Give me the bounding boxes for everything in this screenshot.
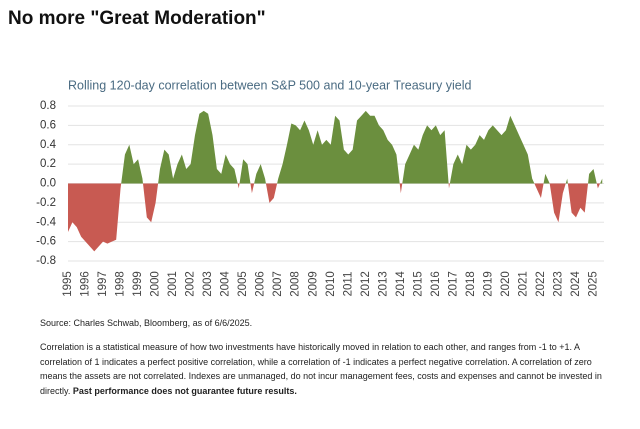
x-tick-label: 2000 [150,271,162,297]
note: Correlation is a statistical measure of … [40,340,612,398]
y-tick-label: -0.6 [36,236,56,248]
x-tick-label: 2017 [447,271,459,297]
correlation-area [68,110,603,252]
chart: Rolling 120-day correlation between S&P … [36,78,604,297]
chart-title: Rolling 120-day correlation between S&P … [68,78,472,92]
y-tick-label: -0.4 [36,216,56,228]
x-tick-label: 2001 [167,271,179,297]
x-tick-label: 1999 [132,271,144,297]
x-tick-label: 2023 [552,271,564,297]
x-tick-label: 2012 [360,271,372,297]
x-tick-label: 2007 [272,271,284,297]
x-tick-label: 1995 [62,271,74,297]
x-tick-label: 2019 [482,271,494,297]
x-tick-label: 1997 [97,271,109,297]
page-title: No more "Great Moderation" [8,8,266,29]
x-tick-label: 2005 [237,271,249,297]
x-tick-label: 2021 [517,271,529,297]
x-tick-label: 2008 [290,271,302,297]
y-tick-label: 0.8 [40,100,56,112]
x-tick-label: 2018 [465,271,477,297]
y-tick-label: -0.8 [36,255,56,267]
x-tick-label: 2016 [430,271,442,297]
x-tick-label: 2004 [220,271,232,297]
y-tick-label: 0.0 [40,178,56,190]
x-tick-label: 2013 [377,271,389,297]
x-tick-label: 2009 [307,271,319,297]
x-tick-label: 2010 [325,271,337,297]
x-tick-label: 2022 [535,271,547,297]
x-tick-label: 2024 [570,271,582,297]
x-tick-label: 2014 [395,271,407,297]
x-tick-label: 2025 [588,271,600,297]
note-text: Correlation is a statistical measure of … [40,342,602,396]
x-tick-label: 2015 [412,271,424,297]
x-tick-label: 1996 [80,271,92,297]
y-tick-label: 0.2 [40,158,56,170]
x-tick-label: 2006 [255,271,267,297]
y-tick-label: 0.6 [40,119,56,131]
x-tick-label: 2003 [202,271,214,297]
source: Source: Charles Schwab, Bloomberg, as of… [40,318,253,328]
x-tick-label: 1998 [115,271,127,297]
y-tick-label: -0.2 [36,197,56,209]
y-tick-label: 0.4 [40,139,57,151]
note-bold: Past performance does not guarantee futu… [72,385,297,396]
x-tick-label: 2020 [500,271,512,297]
x-tick-label: 2002 [185,271,197,297]
x-tick-label: 2011 [342,272,354,297]
